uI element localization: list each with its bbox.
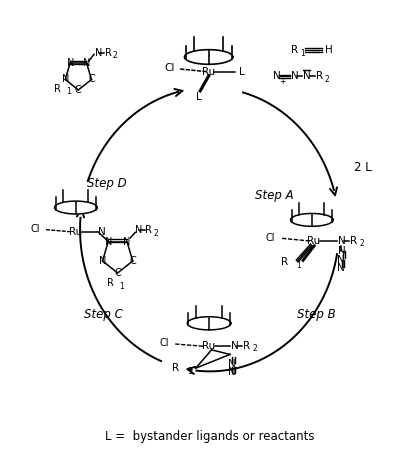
Text: L: L (196, 92, 202, 102)
Text: N: N (135, 225, 143, 235)
Text: 1: 1 (119, 282, 124, 291)
Text: 2: 2 (113, 51, 118, 60)
Text: C: C (75, 85, 82, 95)
Text: Ru: Ru (202, 341, 215, 351)
Text: N: N (337, 255, 345, 265)
Text: Cl: Cl (30, 224, 39, 234)
Text: N: N (62, 74, 69, 84)
Text: 2: 2 (153, 229, 158, 238)
Text: Step A: Step A (255, 189, 294, 202)
Text: R: R (105, 48, 112, 57)
Text: 1: 1 (296, 261, 301, 270)
Text: C: C (88, 74, 95, 84)
Text: R: R (243, 341, 251, 351)
Text: N: N (231, 341, 239, 351)
Text: N: N (273, 71, 281, 81)
Text: 2: 2 (252, 344, 257, 353)
Polygon shape (187, 317, 231, 330)
Text: L =  bystander ligands or reactants: L = bystander ligands or reactants (105, 430, 314, 443)
Text: 2: 2 (359, 239, 364, 248)
Text: 2 L: 2 L (354, 161, 371, 174)
Text: R: R (145, 225, 152, 235)
Text: N: N (338, 236, 345, 246)
Text: Cl: Cl (266, 233, 275, 243)
Polygon shape (54, 201, 97, 214)
Text: N: N (337, 263, 345, 274)
Text: Ru: Ru (202, 67, 215, 77)
Text: R: R (350, 236, 357, 246)
Text: R: R (316, 71, 323, 81)
Text: Ru: Ru (69, 227, 83, 237)
Text: Step B: Step B (297, 308, 335, 321)
Text: N: N (95, 48, 102, 57)
Text: 1: 1 (187, 367, 192, 376)
Text: Ru: Ru (307, 236, 321, 246)
Text: N: N (228, 358, 236, 369)
Text: Step D: Step D (88, 177, 127, 190)
Text: Cl: Cl (160, 338, 169, 348)
Text: 1: 1 (67, 87, 71, 96)
Text: N: N (105, 236, 112, 246)
Text: C: C (129, 256, 136, 266)
Text: R: R (54, 84, 61, 94)
Text: R: R (291, 45, 298, 55)
Text: N: N (98, 227, 105, 237)
Text: N: N (338, 246, 345, 256)
Text: R: R (106, 278, 114, 288)
Text: +: + (279, 77, 286, 86)
Text: R: R (281, 257, 288, 268)
Text: N: N (99, 256, 106, 266)
Text: R: R (172, 363, 179, 373)
Polygon shape (184, 50, 233, 64)
Text: N: N (291, 71, 299, 81)
Text: 1: 1 (300, 49, 305, 58)
Text: H: H (325, 45, 333, 55)
Text: N: N (303, 71, 311, 81)
Text: C: C (114, 268, 121, 278)
Text: Cl: Cl (164, 63, 174, 73)
Text: N: N (67, 58, 74, 67)
Text: N: N (83, 58, 90, 67)
Text: N: N (123, 236, 131, 246)
Text: N: N (228, 367, 236, 377)
Polygon shape (290, 213, 333, 226)
Text: 2: 2 (324, 75, 329, 84)
Text: Step C: Step C (83, 308, 122, 321)
Text: L: L (239, 67, 245, 77)
